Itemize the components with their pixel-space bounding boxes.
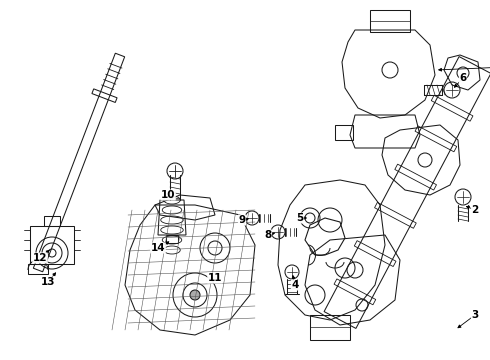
Text: 11: 11 bbox=[208, 273, 222, 283]
Bar bbox=[28, 264, 48, 274]
Text: 2: 2 bbox=[471, 205, 479, 215]
Text: 14: 14 bbox=[151, 243, 165, 253]
Text: 12: 12 bbox=[33, 253, 47, 263]
Text: 8: 8 bbox=[265, 230, 271, 240]
Bar bbox=[335, 125, 353, 140]
Bar bbox=[44, 216, 60, 226]
Bar bbox=[166, 235, 178, 243]
Text: 13: 13 bbox=[41, 277, 55, 287]
Text: 9: 9 bbox=[239, 215, 245, 225]
Text: 5: 5 bbox=[296, 213, 304, 223]
Text: 3: 3 bbox=[471, 310, 479, 320]
Text: 4: 4 bbox=[292, 280, 299, 290]
Circle shape bbox=[190, 290, 200, 300]
Bar bbox=[370, 10, 410, 32]
Text: 10: 10 bbox=[161, 190, 175, 200]
Text: 6: 6 bbox=[460, 73, 466, 83]
Bar bbox=[30, 226, 74, 264]
